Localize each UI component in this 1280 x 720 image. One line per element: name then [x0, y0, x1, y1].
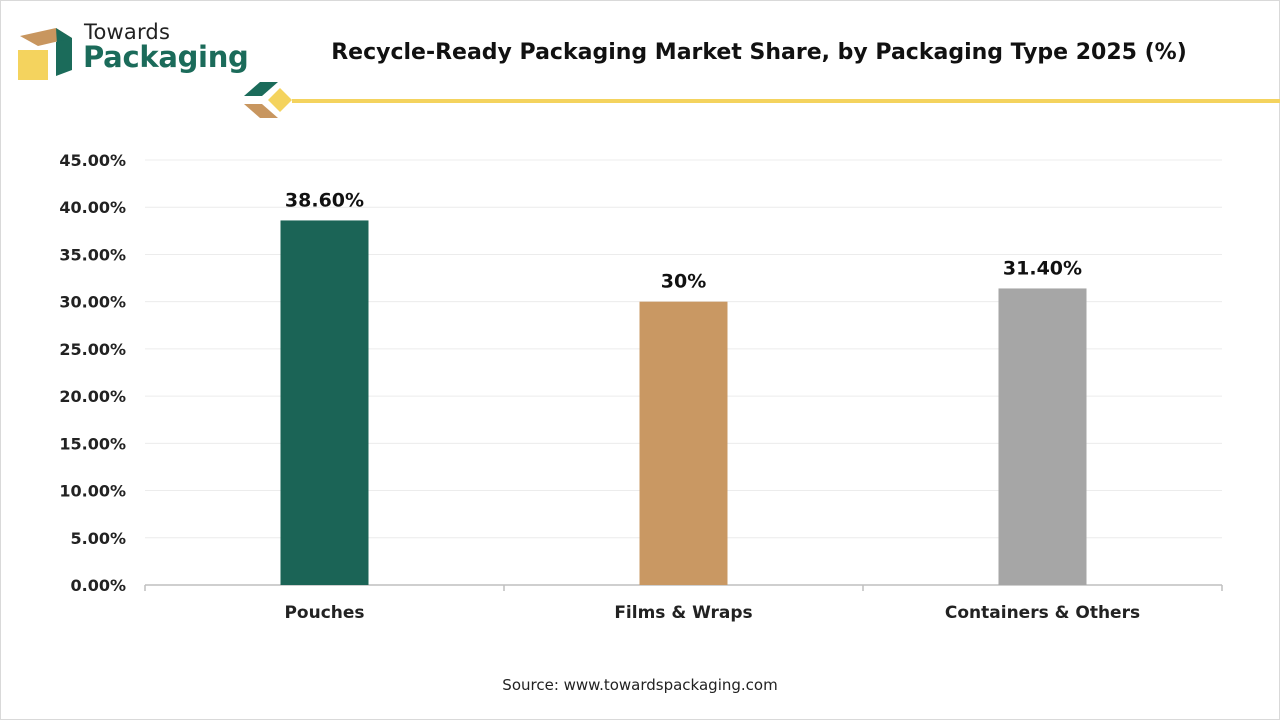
data-label: 31.40% — [1003, 257, 1082, 279]
divider-line — [292, 99, 1280, 103]
chart-title: Recycle-Ready Packaging Market Share, by… — [331, 40, 1187, 65]
y-tick-label: 5.00% — [70, 529, 126, 548]
divider-green-icon — [244, 82, 278, 96]
y-tick-label: 35.00% — [59, 245, 126, 264]
category-label: Containers & Others — [945, 603, 1140, 623]
y-tick-label: 40.00% — [59, 198, 126, 217]
y-tick-label: 45.00% — [59, 151, 126, 170]
brand-logo: Towards Packaging — [16, 18, 249, 84]
data-label: 38.60% — [285, 189, 364, 211]
y-axis-ticks: 0.00% 5.00% 10.00% 15.00% 20.00% 25.00% 30.00%… — [59, 151, 126, 595]
category-label: Films & Wraps — [614, 603, 752, 623]
category-label: Pouches — [284, 603, 364, 623]
header-divider — [244, 82, 1280, 118]
box-logo-icon — [18, 28, 72, 80]
y-tick-label: 0.00% — [70, 576, 126, 595]
y-tick-label: 10.00% — [59, 482, 126, 501]
data-labels: 38.60% 30% 31.40% — [285, 189, 1082, 292]
divider-tan-icon — [244, 104, 278, 118]
y-tick-label: 30.00% — [59, 293, 126, 312]
y-tick-label: 15.00% — [59, 434, 126, 453]
bar-2 — [639, 301, 728, 585]
y-tick-label: 25.00% — [59, 340, 126, 359]
x-axis — [144, 584, 1223, 591]
data-label: 30% — [661, 271, 706, 293]
divider-diamond-icon — [268, 88, 292, 112]
category-labels: Pouches Films & Wraps Containers & Others — [284, 603, 1140, 623]
bar-chart: 0.00% 5.00% 10.00% 15.00% 20.00% 25.00% 30.00%… — [59, 151, 1223, 623]
source-note: Source: www.towardspackaging.com — [502, 676, 778, 694]
bar-3 — [998, 288, 1087, 585]
brand-name-line1: Towards — [84, 20, 171, 44]
bars — [280, 220, 1087, 585]
y-tick-label: 20.00% — [59, 387, 126, 406]
bar-1 — [280, 220, 369, 585]
brand-name-line2: Packaging — [83, 40, 249, 74]
